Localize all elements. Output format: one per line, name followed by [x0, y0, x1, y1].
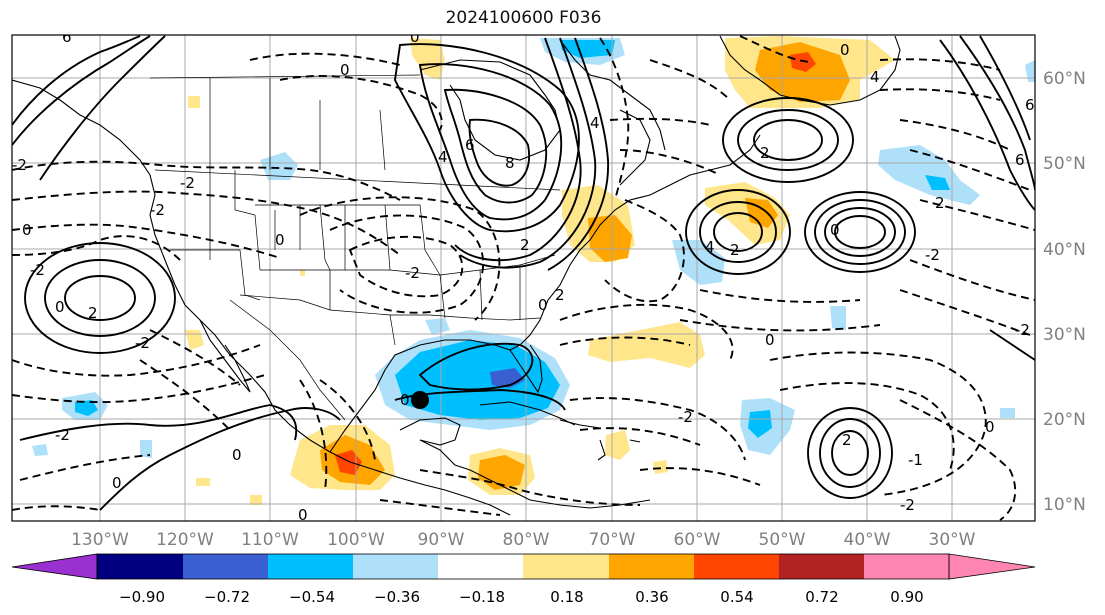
- contour-label: 6: [62, 28, 72, 46]
- lat-label: 10°N: [1043, 495, 1086, 515]
- contour-label: -2: [12, 156, 27, 174]
- contour-label: -2: [150, 201, 165, 219]
- contour-label: 0: [232, 446, 242, 464]
- contour-label: 4: [438, 148, 448, 166]
- contour-label: 0: [275, 231, 285, 249]
- lat-label: 60°N: [1043, 69, 1086, 89]
- contour-label: -1: [908, 451, 923, 469]
- colorbar-segment: [864, 554, 949, 579]
- contour-label: -2: [405, 264, 420, 282]
- contour-label: 2: [842, 431, 852, 449]
- contour-label: 0: [985, 418, 995, 436]
- contour-label: -2: [55, 426, 70, 444]
- orange-shading: [320, 42, 850, 490]
- colorbar-tick-labels: −0.90 −0.72 −0.54 −0.36 −0.18 0.18 0.36 …: [119, 588, 924, 606]
- colorbar-segment: [438, 554, 523, 579]
- colorbar-tick: −0.72: [204, 588, 250, 606]
- lon-label: 60°W: [674, 530, 721, 550]
- contour-label: -2: [30, 261, 45, 279]
- contour-label: 6: [465, 136, 475, 154]
- contour-label: -2: [678, 408, 693, 426]
- colorbar-tick: −0.54: [289, 588, 335, 606]
- lat-label: 50°N: [1043, 154, 1086, 174]
- lat-label: 40°N: [1043, 240, 1086, 260]
- colorbar-extend-low: [11, 553, 98, 580]
- political-borders: [149, 74, 561, 421]
- lon-label: 110°W: [241, 530, 299, 550]
- contour-label: 4: [870, 68, 880, 86]
- contour-label: 0: [298, 506, 308, 524]
- colorbar: −0.90 −0.72 −0.54 −0.36 −0.18 0.18 0.36 …: [11, 553, 1036, 606]
- colorbar-segment: [268, 554, 353, 579]
- colorbar-tick: −0.36: [374, 588, 420, 606]
- contour-label: 0: [410, 28, 420, 46]
- contour-label: 0: [55, 298, 65, 316]
- colorbar-tick: 0.36: [635, 588, 668, 606]
- contour-label: -2: [135, 334, 150, 352]
- contour-label: 0: [765, 331, 775, 349]
- contour-label: 0: [340, 61, 350, 79]
- contour-label: 0: [112, 474, 122, 492]
- contour-label: 2: [555, 286, 565, 304]
- contour-label: 2: [730, 241, 740, 259]
- colorbar-segment: [353, 554, 438, 579]
- lon-label: 120°W: [156, 530, 214, 550]
- colorbar-segment: [523, 554, 609, 579]
- colorbar-segment: [694, 554, 779, 579]
- colorbar-tick: 0.90: [890, 588, 923, 606]
- contour-label: 0: [22, 221, 32, 239]
- lat-lon-grid: [12, 35, 1035, 521]
- contour-label: -2: [925, 246, 940, 264]
- solid-contours: [12, 35, 1035, 511]
- lon-label: 90°W: [418, 530, 465, 550]
- colorbar-segment: [609, 554, 694, 579]
- contour-label: -2: [900, 496, 915, 514]
- map-title: 2024100600 F036: [445, 8, 602, 28]
- red-shading: [335, 52, 816, 475]
- lon-label: 130°W: [71, 530, 129, 550]
- map-frame: [11, 34, 1036, 522]
- contour-label: 2: [935, 194, 945, 212]
- lon-label: 70°W: [589, 530, 636, 550]
- contour-label: 0: [538, 296, 548, 314]
- contour-label: 2: [88, 304, 98, 322]
- contour-label: 2: [520, 236, 530, 254]
- lat-label: 20°N: [1043, 410, 1086, 430]
- colorbar-extend-high: [948, 553, 1036, 580]
- colorbar-outline: [96, 553, 950, 580]
- colorbar-tick: 0.72: [805, 588, 838, 606]
- lat-label: 30°N: [1043, 325, 1086, 345]
- contour-label: 6: [1025, 96, 1035, 114]
- dashed-contours: [12, 35, 1035, 521]
- longitude-axis: 130°W 120°W 110°W 100°W 90°W 80°W 70°W 6…: [71, 530, 976, 550]
- colorbar-tick: −0.90: [119, 588, 165, 606]
- latitude-axis: 60°N 50°N 40°N 30°N 20°N 10°N: [1043, 69, 1086, 515]
- contour-label: 4: [705, 238, 715, 256]
- lon-label: 100°W: [327, 530, 385, 550]
- contour-label: 8: [505, 154, 515, 172]
- colorbar-tick: 0.18: [550, 588, 583, 606]
- colorbar-segment: [779, 554, 864, 579]
- colorbar-segment: [97, 554, 183, 579]
- storm-center-marker: [411, 391, 429, 409]
- colorbar-segment: [183, 554, 268, 579]
- lon-label: 80°W: [503, 530, 550, 550]
- contour-label: 0: [400, 391, 410, 409]
- lon-label: 30°W: [929, 530, 976, 550]
- colorbar-tick: 0.54: [720, 588, 753, 606]
- contour-label-layer: 2 4 6 8 0 0 -2 -2 2 4 2 0 -2 6 0 -2 0 -2…: [12, 28, 1035, 524]
- contour-label: 0: [830, 221, 840, 239]
- contour-label: -2: [1015, 321, 1030, 339]
- blue-shading: [75, 40, 950, 438]
- colorbar-tick: −0.18: [459, 588, 505, 606]
- contour-label: -2: [180, 174, 195, 192]
- contour-label: 0: [840, 41, 850, 59]
- contour-label: 6: [1015, 151, 1025, 169]
- lon-label: 50°W: [759, 530, 806, 550]
- contour-label: 2: [760, 144, 770, 162]
- lon-label: 40°W: [844, 530, 891, 550]
- contour-label: 4: [590, 114, 600, 132]
